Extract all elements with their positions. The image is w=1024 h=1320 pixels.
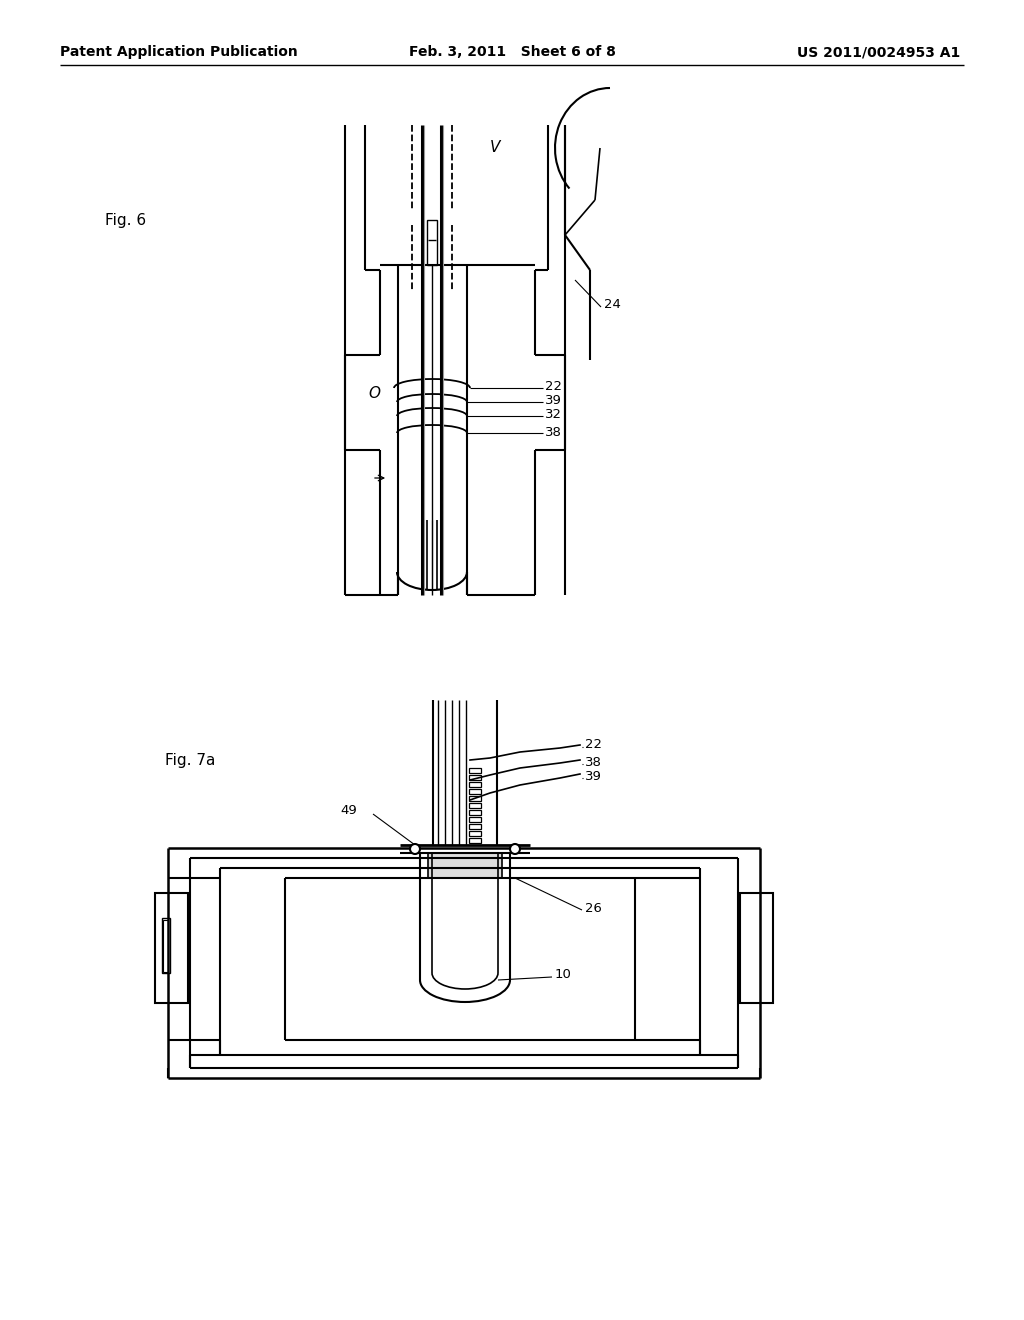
- Text: Feb. 3, 2011   Sheet 6 of 8: Feb. 3, 2011 Sheet 6 of 8: [409, 45, 615, 59]
- Text: 32: 32: [545, 408, 562, 421]
- Text: Patent Application Publication: Patent Application Publication: [60, 45, 298, 59]
- Bar: [469, 810, 481, 814]
- Text: V: V: [490, 140, 501, 156]
- Text: 10: 10: [555, 969, 571, 982]
- Bar: [469, 775, 481, 780]
- Text: O: O: [368, 385, 380, 400]
- Bar: [469, 803, 481, 808]
- Bar: [469, 781, 481, 787]
- Bar: [163, 920, 168, 972]
- Text: 22: 22: [545, 380, 562, 392]
- Bar: [469, 824, 481, 829]
- Bar: [469, 796, 481, 801]
- Text: 38: 38: [545, 425, 562, 438]
- Bar: [162, 917, 170, 973]
- Text: 38: 38: [585, 755, 602, 768]
- Bar: [469, 817, 481, 822]
- Circle shape: [510, 843, 520, 854]
- Text: 24: 24: [604, 298, 621, 312]
- Text: 26: 26: [585, 902, 602, 915]
- Bar: [155, 894, 188, 1003]
- Text: 22: 22: [585, 738, 602, 751]
- Text: US 2011/0024953 A1: US 2011/0024953 A1: [797, 45, 961, 59]
- Text: Fig. 6: Fig. 6: [105, 213, 146, 227]
- Bar: [427, 220, 437, 265]
- Text: 39: 39: [545, 395, 562, 408]
- Bar: [469, 838, 481, 843]
- Bar: [740, 894, 773, 1003]
- Circle shape: [410, 843, 420, 854]
- Bar: [428, 853, 502, 878]
- Text: Fig. 7a: Fig. 7a: [165, 752, 215, 767]
- Bar: [469, 832, 481, 836]
- Text: 49: 49: [340, 804, 356, 817]
- Text: 39: 39: [585, 770, 602, 783]
- Bar: [469, 768, 481, 774]
- Bar: [469, 789, 481, 795]
